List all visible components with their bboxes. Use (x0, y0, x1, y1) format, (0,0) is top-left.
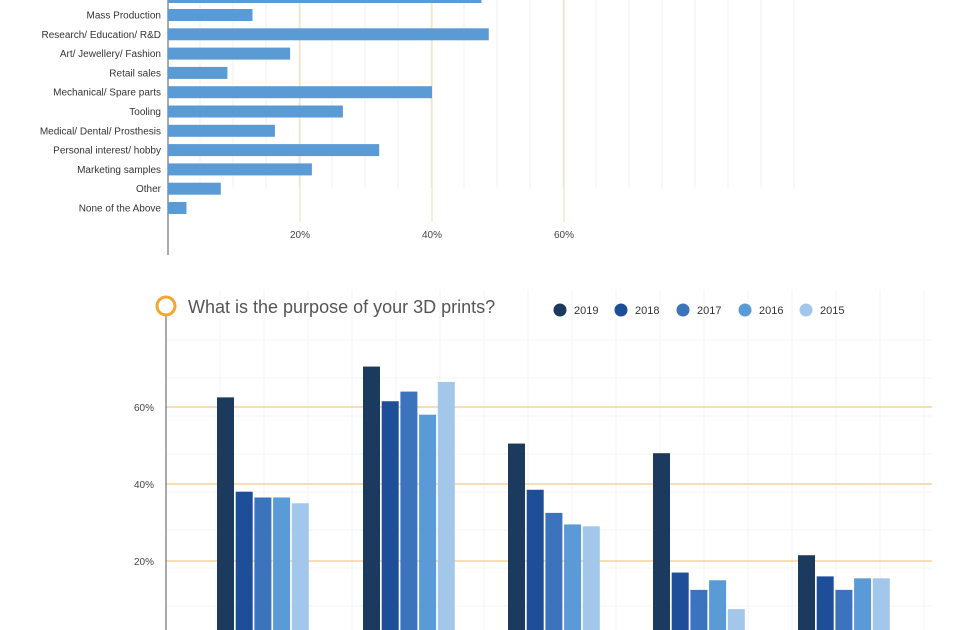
bar (168, 163, 312, 176)
bar (168, 28, 489, 41)
bar (545, 512, 563, 630)
bar (168, 47, 291, 60)
category-label: Personal interest/ hobby (53, 146, 161, 157)
legend-label: 2017 (697, 305, 721, 317)
legend-marker (553, 303, 567, 317)
horizontal-bar-chart: 20% 40% 60% Mass Production Research/ Educat… (40, 0, 795, 255)
category-label: Marketing samples (77, 165, 161, 176)
bar (437, 381, 455, 630)
bar (168, 9, 253, 21)
bar (381, 401, 399, 630)
bar (564, 524, 582, 630)
bar (835, 589, 853, 630)
bar-cutoff (168, 0, 482, 3)
bar (291, 503, 309, 630)
bar (168, 144, 380, 157)
legend-label: 2015 (820, 305, 844, 317)
legend-label: 2018 (635, 305, 659, 317)
bar (872, 578, 890, 630)
bar (168, 86, 432, 99)
legend-label: 2019 (574, 305, 598, 317)
bar (363, 366, 380, 630)
x-tick-label: 40% (422, 230, 442, 241)
bar (168, 124, 275, 137)
category-label: Research/ Education/ R&D (41, 30, 161, 41)
bar (168, 182, 221, 195)
bar (254, 497, 272, 630)
bar (168, 105, 343, 118)
bar (690, 589, 708, 630)
chart-title: What is the purpose of your 3D prints? (188, 297, 495, 317)
bar (653, 453, 670, 630)
legend-marker (614, 303, 628, 317)
category-label: Mechanical/ Spare parts (53, 88, 161, 99)
legend-marker (676, 303, 690, 317)
x-tick-label: 60% (554, 230, 574, 241)
bar (419, 414, 437, 630)
bar (217, 397, 234, 630)
bar (235, 491, 253, 630)
bar (816, 576, 834, 630)
category-label: Art/ Jewellery/ Fashion (60, 49, 161, 60)
category-label: Mass Production (87, 11, 161, 22)
bar (273, 497, 291, 630)
legend-label: 2016 (759, 305, 783, 317)
legend-marker (799, 303, 813, 317)
legend-marker (738, 303, 752, 317)
bar (526, 489, 544, 630)
bar (400, 391, 418, 630)
bar (671, 572, 689, 630)
bar (709, 580, 727, 630)
bar (168, 202, 187, 214)
bar (798, 555, 815, 630)
category-label: Retail sales (109, 68, 161, 79)
bar (582, 526, 600, 630)
category-label: Tooling (129, 107, 161, 118)
grouped-bar-chart: 20% 40% 60% What is the purpose of your 3D … (134, 290, 932, 630)
category-label: None of the Above (79, 204, 162, 215)
bar (168, 66, 228, 79)
bar (854, 578, 872, 630)
title-marker-icon (155, 295, 177, 317)
y-tick-label: 40% (134, 480, 154, 491)
category-label: Medical/ Dental/ Prosthesis (40, 126, 161, 137)
bar (727, 609, 745, 630)
y-tick-label: 60% (134, 403, 154, 414)
category-label: Other (136, 184, 162, 195)
y-tick-label: 20% (134, 557, 154, 568)
bar (508, 443, 525, 630)
x-tick-label: 20% (290, 230, 310, 241)
